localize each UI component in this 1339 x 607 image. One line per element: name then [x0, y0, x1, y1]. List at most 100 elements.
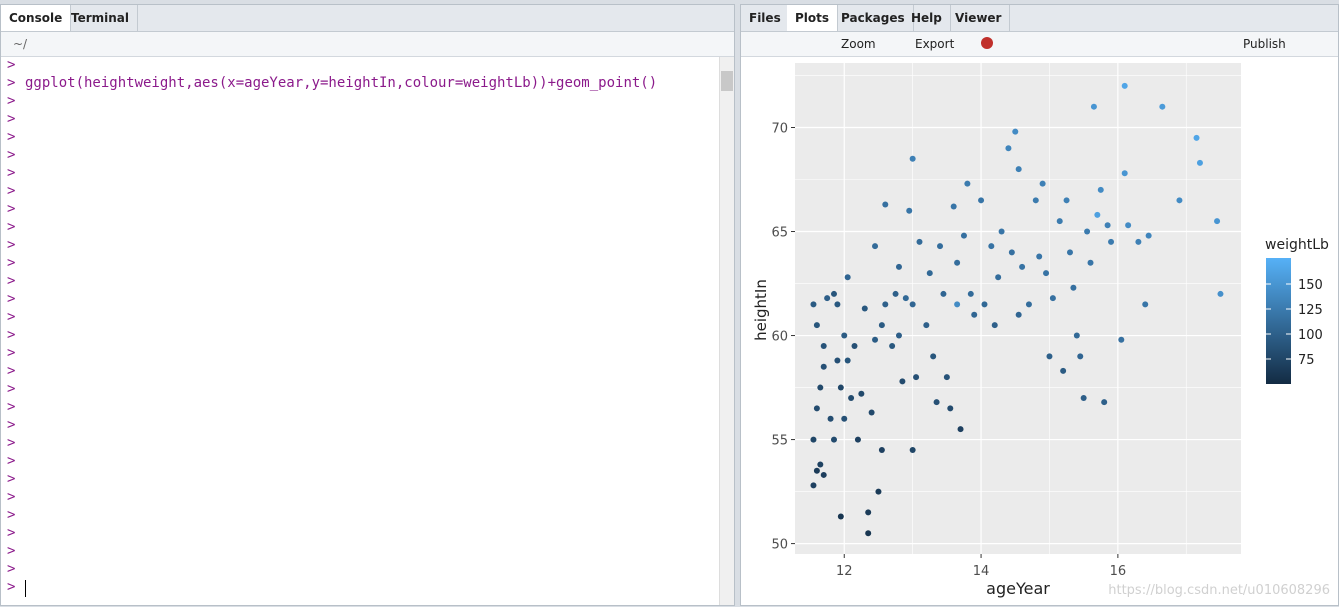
- plot-tabs: Files Plots Packages Help Viewer: [741, 5, 1338, 32]
- tab[interactable]: Terminal: [63, 5, 139, 31]
- point: [1125, 222, 1132, 229]
- x-tick-label: 16: [1110, 564, 1127, 579]
- prompt: >: [7, 363, 16, 379]
- prompt: >: [7, 165, 16, 181]
- point: [1145, 232, 1152, 239]
- prompt: >: [7, 561, 16, 577]
- point: [1032, 197, 1039, 204]
- point: [820, 363, 827, 370]
- prompt: >: [7, 381, 16, 397]
- point: [1025, 301, 1032, 308]
- point: [837, 513, 844, 520]
- point: [937, 243, 944, 250]
- point: [981, 301, 988, 308]
- point: [978, 197, 985, 204]
- tab[interactable]: Console: [1, 5, 72, 31]
- legend-tick-label: 150: [1298, 278, 1323, 293]
- prompt: >: [7, 237, 16, 253]
- point: [834, 301, 841, 308]
- point: [967, 290, 974, 297]
- point: [1015, 166, 1022, 173]
- prompt: >: [7, 93, 16, 109]
- point: [1108, 238, 1115, 245]
- export-button[interactable]: Export: [915, 37, 955, 51]
- prompt: >: [7, 489, 16, 505]
- x-tick-label: 12: [836, 564, 853, 579]
- prompt: >: [7, 273, 16, 289]
- point: [882, 301, 889, 308]
- point: [1135, 238, 1142, 245]
- point: [865, 530, 872, 537]
- scrollbar[interactable]: [719, 57, 734, 605]
- point: [1196, 159, 1203, 166]
- prompt: >: [7, 507, 16, 523]
- tab[interactable]: Viewer: [947, 5, 1011, 31]
- point: [1073, 332, 1080, 339]
- plot-toolbar: Zoom Export Publish: [741, 32, 1338, 57]
- prompt: >: [7, 111, 16, 127]
- x-axis-label: ageYear: [986, 579, 1050, 598]
- legend-tick-label: 100: [1298, 328, 1323, 343]
- point: [1049, 295, 1056, 302]
- plot-panel: [795, 63, 1241, 554]
- point: [1008, 249, 1015, 256]
- working-dir[interactable]: ~/: [13, 37, 28, 51]
- publish-button[interactable]: Publish: [1243, 37, 1286, 51]
- tab[interactable]: Packages: [833, 5, 914, 31]
- point: [1036, 253, 1043, 260]
- point: [872, 243, 879, 250]
- point: [899, 378, 906, 385]
- point: [1043, 270, 1050, 277]
- prompt: >: [7, 327, 16, 343]
- point: [844, 274, 851, 281]
- point: [991, 322, 998, 329]
- y-axis-label: heightIn: [752, 279, 770, 341]
- prompt: >: [7, 75, 16, 91]
- tab[interactable]: Help: [903, 5, 951, 31]
- point: [995, 274, 1002, 281]
- clear-icon[interactable]: [981, 37, 993, 49]
- point: [1193, 134, 1200, 141]
- point: [861, 305, 868, 312]
- prompt: >: [7, 57, 16, 73]
- zoom-button[interactable]: Zoom: [841, 37, 876, 51]
- point: [1176, 197, 1183, 204]
- prompt: >: [7, 417, 16, 433]
- y-tick-label: 55: [771, 434, 788, 449]
- point: [810, 436, 817, 443]
- point: [1090, 103, 1097, 110]
- point: [1056, 218, 1063, 225]
- prompt: >: [7, 219, 16, 235]
- point: [1214, 218, 1221, 225]
- point: [895, 332, 902, 339]
- prompt: >: [7, 255, 16, 271]
- point: [878, 322, 885, 329]
- watermark: https://blog.csdn.net/u010608296: [1108, 583, 1330, 598]
- prompt: >: [7, 129, 16, 145]
- point: [889, 342, 896, 349]
- legend-tick-label: 75: [1298, 353, 1315, 368]
- point: [909, 155, 916, 162]
- point: [916, 238, 923, 245]
- point: [1101, 399, 1108, 406]
- prompt: >: [7, 309, 16, 325]
- y-tick-label: 50: [771, 538, 788, 553]
- prompt: >: [7, 579, 16, 595]
- point: [813, 405, 820, 412]
- point: [1159, 103, 1166, 110]
- prompt: >: [7, 291, 16, 307]
- tab[interactable]: Plots: [787, 5, 839, 31]
- point: [810, 301, 817, 308]
- prompt: >: [7, 435, 16, 451]
- point: [858, 390, 865, 397]
- point: [902, 295, 909, 302]
- point: [854, 436, 861, 443]
- point: [1066, 249, 1073, 256]
- point: [865, 509, 872, 516]
- point: [892, 290, 899, 297]
- point: [913, 374, 920, 381]
- point: [1094, 211, 1101, 218]
- point: [1046, 353, 1053, 360]
